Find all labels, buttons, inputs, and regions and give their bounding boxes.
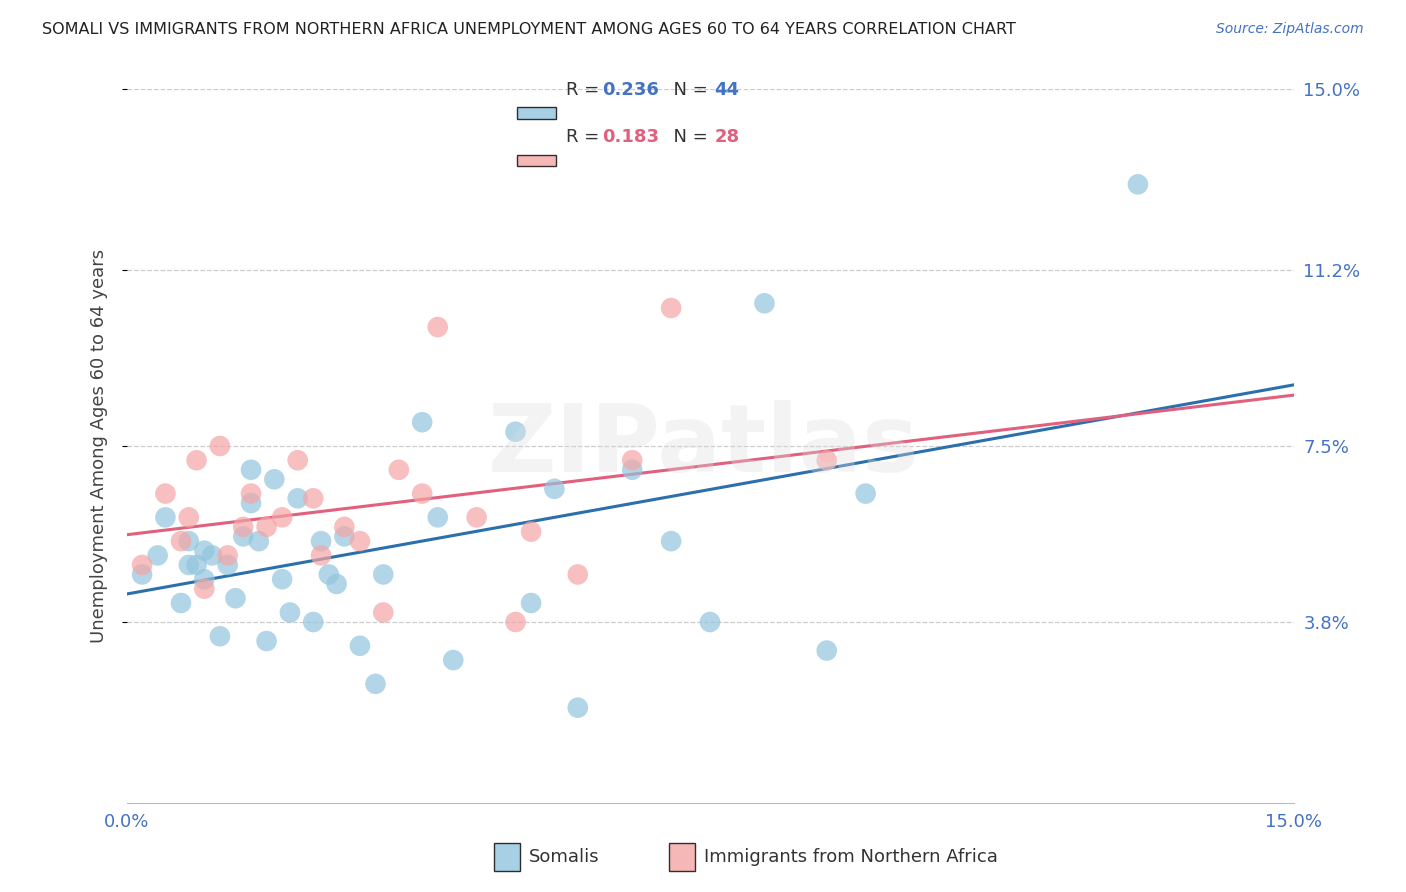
Point <box>131 567 153 582</box>
Point <box>287 453 309 467</box>
Point <box>815 453 838 467</box>
Text: 0.236: 0.236 <box>602 81 659 99</box>
Point <box>240 496 263 510</box>
Point <box>659 301 682 315</box>
Point <box>170 534 193 549</box>
Point <box>567 700 589 714</box>
Point <box>426 320 449 334</box>
Y-axis label: Unemployment Among Ages 60 to 64 years: Unemployment Among Ages 60 to 64 years <box>90 249 108 643</box>
Point <box>232 520 254 534</box>
Point <box>271 510 294 524</box>
Point <box>177 510 200 524</box>
Point <box>333 520 356 534</box>
Point <box>411 486 433 500</box>
Point <box>256 634 278 648</box>
Text: 0.183: 0.183 <box>602 128 659 146</box>
Point <box>441 653 464 667</box>
Point <box>373 606 395 620</box>
Point <box>263 472 285 486</box>
Point <box>465 510 488 524</box>
Point <box>621 463 644 477</box>
Point <box>1126 178 1149 192</box>
Point <box>155 486 177 500</box>
FancyBboxPatch shape <box>669 844 695 871</box>
Point <box>224 591 246 606</box>
Point <box>271 572 294 586</box>
Text: R =: R = <box>567 128 612 146</box>
Point <box>855 486 877 500</box>
Point <box>318 567 340 582</box>
FancyBboxPatch shape <box>517 107 555 119</box>
FancyBboxPatch shape <box>494 844 520 871</box>
Point <box>193 582 215 596</box>
Point <box>309 549 332 563</box>
Point <box>364 677 387 691</box>
FancyBboxPatch shape <box>517 154 555 166</box>
Point <box>426 510 449 524</box>
Point <box>177 558 200 572</box>
Point <box>217 558 239 572</box>
Text: N =: N = <box>662 81 720 99</box>
Point <box>754 296 776 310</box>
Point <box>193 543 215 558</box>
Point <box>333 529 356 543</box>
Text: 44: 44 <box>714 81 740 99</box>
Point <box>232 529 254 543</box>
Point <box>155 510 177 524</box>
Point <box>247 534 270 549</box>
Point <box>543 482 565 496</box>
Text: Source: ZipAtlas.com: Source: ZipAtlas.com <box>1216 22 1364 37</box>
Point <box>302 491 325 506</box>
Point <box>505 615 527 629</box>
Point <box>815 643 838 657</box>
Point <box>131 558 153 572</box>
Point <box>146 549 169 563</box>
Text: 28: 28 <box>714 128 740 146</box>
Point <box>349 639 371 653</box>
Point <box>621 453 644 467</box>
Text: R =: R = <box>567 81 612 99</box>
Point <box>208 629 231 643</box>
Point <box>659 534 682 549</box>
Text: N =: N = <box>662 128 720 146</box>
Point <box>699 615 721 629</box>
Point <box>567 567 589 582</box>
Point <box>302 615 325 629</box>
Point <box>287 491 309 506</box>
Point <box>278 606 301 620</box>
Text: SOMALI VS IMMIGRANTS FROM NORTHERN AFRICA UNEMPLOYMENT AMONG AGES 60 TO 64 YEARS: SOMALI VS IMMIGRANTS FROM NORTHERN AFRIC… <box>42 22 1017 37</box>
Point <box>411 415 433 429</box>
Point <box>256 520 278 534</box>
Point <box>201 549 224 563</box>
Point <box>349 534 371 549</box>
Point <box>240 486 263 500</box>
Point <box>505 425 527 439</box>
Point <box>325 577 347 591</box>
Point <box>208 439 231 453</box>
Text: ZIPatlas: ZIPatlas <box>488 400 918 492</box>
Point <box>520 596 543 610</box>
Point <box>217 549 239 563</box>
Point <box>170 596 193 610</box>
Point <box>373 567 395 582</box>
Point <box>193 572 215 586</box>
Point <box>177 534 200 549</box>
Point <box>240 463 263 477</box>
Point <box>309 534 332 549</box>
Point <box>186 558 208 572</box>
Point <box>186 453 208 467</box>
Point <box>520 524 543 539</box>
Text: Immigrants from Northern Africa: Immigrants from Northern Africa <box>704 848 998 866</box>
Text: Somalis: Somalis <box>529 848 600 866</box>
Point <box>388 463 411 477</box>
